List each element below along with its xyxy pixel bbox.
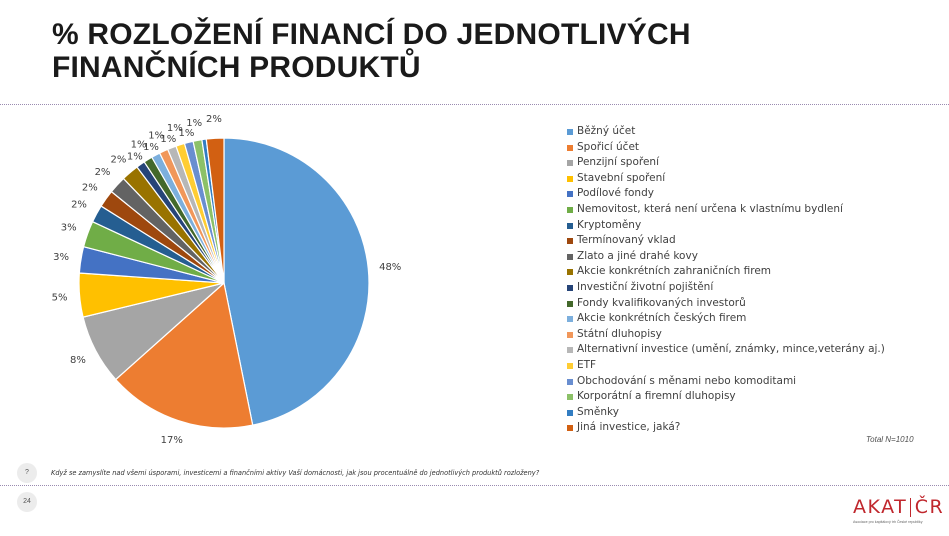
data-label-bezny-ucet: 48% (379, 262, 401, 273)
data-label-stavebni-sporeni: 5% (52, 292, 68, 303)
logo-separator (910, 498, 911, 517)
legend-swatch (567, 238, 573, 245)
legend-swatch (567, 129, 573, 135)
legend-swatch (567, 300, 573, 307)
pie-chart: 48%17%8%5%3%3%2%2%2%2% 1%1%1%1%1%1%1%1% 2% (52, 114, 402, 446)
legend-label: ETF (577, 358, 597, 371)
logo-subtitle: Asociace pro kapitálový trh České republ… (853, 520, 923, 524)
data-label-sporici-ucet: 17% (161, 435, 183, 446)
data-label-etf: 1% (167, 123, 183, 134)
legend-swatch (567, 253, 573, 260)
pie-data-labels: 48%17%8%5%3%3%2%2%2%2% 1%1%1%1%1%1%1%1% 2% (52, 114, 402, 446)
logo-text: AKAT ČR (853, 496, 945, 518)
pie-slice-sporici-ucet (114, 281, 254, 429)
data-label-podilove-fondy: 3% (53, 252, 69, 263)
data-label-akcie-konkretnich-zahranicnich-firem: 2% (110, 154, 126, 165)
data-label-alternativni-investice-umeni-znamky-mince-veterany-aj: 1% (160, 134, 176, 145)
legend-swatch (567, 206, 573, 213)
data-label-jina-investice-jaka: 2% (206, 114, 222, 125)
bottom-divider (0, 485, 949, 486)
legend-label: Fondy kvalifikovaných investorů (577, 296, 746, 309)
data-label-investicni-zivotni-pojisteni: 1% (127, 152, 143, 163)
legend-label: Stavební spoření (577, 171, 666, 184)
legend-swatch (567, 222, 573, 229)
legend-swatch (567, 378, 573, 385)
legend-label: Nemovitost, která není určena k vlastním… (577, 202, 843, 215)
data-label-zlato-a-jine-drahe-kovy: 2% (95, 167, 111, 178)
legend-label: Běžný účet (577, 125, 636, 137)
legend-label: Akcie konkrétních zahraničních firem (577, 265, 772, 278)
legend-label: Podílové fondy (577, 187, 654, 200)
legend-label: Jiná investice, jaká? (577, 421, 681, 434)
legend-label: Termínovaný vklad (577, 234, 676, 247)
legend-swatch (567, 362, 573, 369)
data-label-obchodovani-s-menami-nebo-komoditami: 1% (178, 128, 194, 139)
data-label-statni-dluhopisy: 1% (148, 130, 164, 141)
pie-slices (78, 137, 370, 429)
legend-swatch (567, 409, 573, 416)
legend-label: Korporátní a firemní dluhopisy (577, 390, 736, 403)
legend-label: Akcie konkrétních českých firem (577, 312, 747, 325)
legend-label: Spořicí účet (577, 140, 640, 153)
legend-swatch (567, 347, 573, 354)
legend-swatch (567, 425, 573, 432)
legend-label: Státní dluhopisy (577, 327, 662, 340)
page-title-line-1: % ROZLOŽENÍ FINANCÍ DO JEDNOTLIVÝCH (52, 18, 691, 51)
pie-slice-jina-investice-jaka (205, 137, 225, 284)
legend-swatch (567, 175, 573, 182)
page-number: 24 (17, 492, 37, 512)
page-title: % ROZLOŽENÍ FINANCÍ DO JEDNOTLIVÝCH FINA… (52, 18, 912, 84)
legend-swatch (567, 191, 573, 198)
legend-swatch (567, 331, 573, 338)
data-label-terminovany-vklad: 2% (82, 183, 98, 194)
legend-label: Obchodování s měnami nebo komoditami (577, 374, 797, 387)
question-badge: ? (17, 463, 37, 483)
legend-swatch (567, 160, 573, 167)
legend-swatch (567, 316, 573, 323)
total-n-note: Total N=1010 (866, 435, 914, 444)
legend-label: Kryptoměny (577, 218, 642, 231)
legend-label: Penzijní spoření (577, 156, 660, 169)
survey-question: Když se zamyslíte nad všemi úsporami, in… (51, 469, 540, 477)
legend-label: Zlato a jiné drahé kovy (577, 249, 698, 262)
top-divider (0, 104, 949, 105)
legend-swatch (567, 394, 573, 401)
legend-label: Alternativní investice (umění, známky, m… (577, 343, 885, 356)
data-label-korporatni-a-firemni-dluhopisy: 1% (186, 118, 202, 129)
legend-label: Investiční životní pojištění (577, 280, 714, 293)
pie-slice-bezny-ucet (223, 137, 370, 426)
data-label-akcie-konkretnich-ceskych-firem: 1% (143, 142, 159, 153)
legend-swatch (567, 284, 573, 291)
data-label-fondy-kvalifikovanych-investoru: 1% (131, 140, 147, 151)
legend-swatch (567, 269, 573, 276)
legend-label: Směnky (577, 405, 619, 418)
data-label-penzijni-sporeni: 8% (70, 355, 86, 366)
data-label-kryptomeny: 2% (71, 200, 87, 211)
akat-logo: AKAT ČR Asociace pro kapitálový trh Česk… (853, 496, 945, 528)
page-title-line-2: FINANČNÍCH PRODUKTŮ (52, 51, 421, 84)
legend-swatch (567, 144, 573, 151)
data-label-nemovitost-ktera-neni-urcena-k-vlastnimu-bydleni: 3% (61, 223, 77, 234)
